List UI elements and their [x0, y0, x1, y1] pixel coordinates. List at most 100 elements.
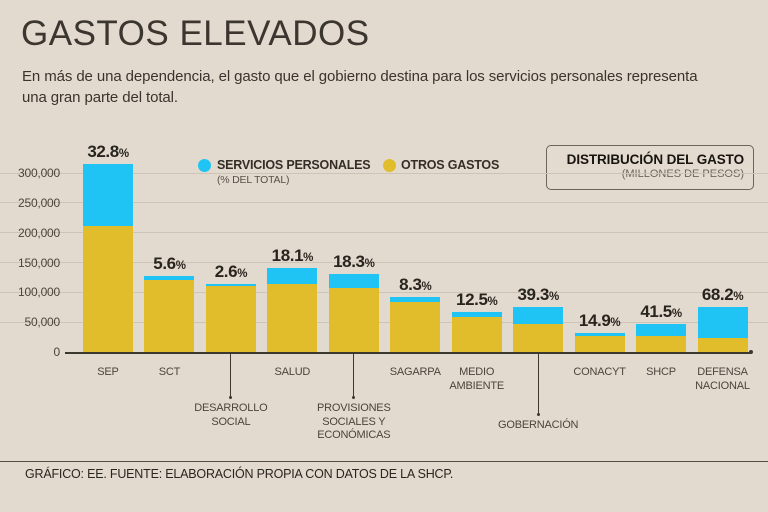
- segment-servicios-personales: [390, 297, 441, 302]
- bar-shcp: [636, 323, 687, 352]
- pct-value: 2.6: [214, 261, 238, 281]
- bar-conacyt: [574, 332, 625, 352]
- pct-symbol: %: [303, 252, 313, 265]
- pct-symbol: %: [175, 260, 186, 273]
- bar-sagarpa: [390, 297, 441, 352]
- y-tick-label: 100,000: [18, 285, 60, 300]
- chart-title-box: DISTRIBUCIÓN DEL GASTO (MILLONES DE PESO…: [546, 145, 754, 190]
- y-tick-label: 200,000: [18, 225, 60, 240]
- pct-value: 14.9: [578, 310, 611, 330]
- gridline-300000: [0, 172, 768, 174]
- gridline-150000: [0, 262, 768, 263]
- segment-servicios-personales: [574, 332, 625, 336]
- pct-value: 18.1: [271, 246, 304, 266]
- gridline-50000: [0, 321, 768, 323]
- segment-servicios-personales: [144, 276, 195, 281]
- pct-label: 8.3%: [373, 275, 457, 295]
- segment-otros-gastos: [328, 288, 379, 352]
- bar-provisiones-sociales-y-econ-micas: [328, 273, 379, 352]
- footer-divider: [0, 461, 768, 462]
- y-tick-label: 150,000: [18, 255, 60, 270]
- segment-otros-gastos: [451, 317, 502, 352]
- pct-label: 18.3%: [312, 252, 396, 272]
- segment-servicios-personales: [513, 306, 564, 325]
- segment-servicios-personales: [205, 283, 256, 286]
- pct-label: 39.3%: [496, 285, 580, 305]
- bar-sep: [83, 164, 133, 352]
- pct-value: 41.5: [640, 301, 672, 321]
- x-axis-label-line: CONACYT: [573, 366, 626, 378]
- segment-servicios-personales: [451, 312, 502, 317]
- pct-value: 39.3: [517, 284, 549, 304]
- callout-dot: [536, 413, 540, 416]
- y-tick-label: 0: [53, 345, 61, 359]
- callout-line: [537, 353, 539, 415]
- segment-otros-gastos: [205, 285, 256, 352]
- gridline-250000: [0, 202, 768, 204]
- x-axis-label: SCT: [109, 366, 229, 380]
- pct-symbol: %: [421, 281, 432, 294]
- pct-symbol: %: [671, 307, 682, 320]
- page-title: GASTOS ELEVADOS: [21, 14, 370, 53]
- x-axis-label: MEDIO AMBIENTE: [417, 366, 537, 393]
- x-axis-label: SHCP: [601, 366, 721, 380]
- segment-servicios-personales: [697, 307, 748, 338]
- segment-servicios-personales: [328, 273, 379, 289]
- callout-dot: [352, 396, 356, 399]
- gridline-100000: [0, 291, 768, 293]
- gridline-200000: [0, 232, 768, 234]
- x-axis-label-line: SHCP: [646, 366, 676, 378]
- bar-sct: [144, 276, 195, 352]
- x-axis-label: PROVISIONES SOCIALES Y ECONÓMICAS: [294, 402, 414, 443]
- bar-salud: [267, 268, 318, 352]
- bar-gobernaci-n: [513, 306, 564, 352]
- source-credit: GRÁFICO: EE. FUENTE: ELABORACIÓN PROPIA …: [25, 467, 454, 481]
- legend-label-otros: OTROS GASTOS: [401, 158, 500, 172]
- segment-otros-gastos: [390, 301, 441, 352]
- chart-units: (MILLONES DE PESOS): [621, 168, 744, 180]
- subtitle-line-1: En más de una dependencia, el gasto que …: [22, 68, 698, 85]
- x-axis-label-line: GOBERNACIÓN: [497, 419, 579, 431]
- chart-title: DISTRIBUCIÓN DEL GASTO: [566, 152, 744, 167]
- x-axis-label-line: SALUD: [274, 366, 311, 378]
- pct-value: 68.2: [701, 285, 734, 305]
- segment-servicios-personales: [267, 268, 318, 284]
- pct-label: 32.8%: [66, 142, 150, 162]
- x-axis-line: [65, 352, 751, 354]
- segment-otros-gastos: [574, 335, 625, 352]
- pct-label: 18.1%: [250, 246, 334, 266]
- page-subtitle: En más de una dependencia, el gasto que …: [22, 66, 750, 108]
- legend-sublabel-servicios: (% DEL TOTAL): [217, 174, 290, 186]
- pct-symbol: %: [364, 257, 375, 270]
- segment-otros-gastos: [513, 324, 564, 352]
- segment-otros-gastos: [267, 283, 318, 352]
- y-tick-label: 300,000: [18, 166, 60, 180]
- callout-line: [353, 353, 355, 398]
- x-axis-label-line: ECONÓMICAS: [317, 429, 391, 441]
- x-axis-label-line: SCT: [158, 366, 181, 378]
- legend-dot-otros-icon: [383, 159, 396, 172]
- pct-value: 18.3: [333, 251, 365, 271]
- pct-label: 5.6%: [127, 254, 211, 274]
- x-axis-label-line: MEDIO: [459, 366, 495, 378]
- y-tick-label: 50,000: [24, 315, 60, 330]
- segment-servicios-personales: [636, 323, 687, 336]
- x-axis-end-dot: [749, 350, 753, 354]
- pct-label: 68.2%: [681, 285, 765, 305]
- pct-symbol: %: [118, 148, 129, 161]
- pct-label: 2.6%: [189, 262, 273, 282]
- x-axis-label: SAGARPA: [355, 366, 475, 380]
- bar-desarrollo-social: [205, 283, 256, 352]
- bar-defensa-nacional: [697, 307, 748, 352]
- subtitle-line-2: una gran parte del total.: [22, 89, 178, 106]
- x-axis-label-line: SOCIAL: [211, 415, 251, 428]
- x-axis-label-line: AMBIENTE: [449, 379, 504, 392]
- y-tick-label: 250,000: [18, 195, 60, 210]
- segment-servicios-personales: [83, 164, 133, 226]
- x-axis-label: CONACYT: [540, 366, 660, 380]
- x-axis-label: GOBERNACIÓN: [478, 419, 598, 433]
- pct-value: 12.5: [456, 290, 488, 310]
- x-axis-label: SEP: [48, 366, 168, 380]
- x-axis-label: DEFENSA NACIONAL: [663, 366, 768, 393]
- pct-symbol: %: [733, 291, 744, 304]
